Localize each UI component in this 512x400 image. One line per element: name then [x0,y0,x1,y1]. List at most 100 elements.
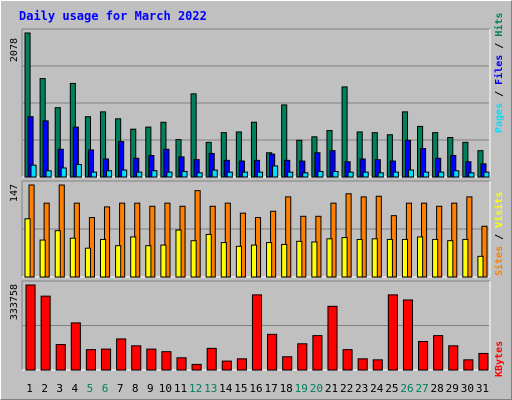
bar-pages-day-24 [377,172,384,178]
bar-pages-day-30 [468,172,475,178]
bar-kbytes-day-17 [267,333,278,371]
bar-sites-day-10 [160,244,167,278]
bar-kbytes-day-14 [221,360,232,371]
bar-sites-day-27 [417,236,424,278]
bar-visits-day-22 [345,193,352,278]
bar-kbytes-day-18 [282,356,293,371]
bar-pages-day-23 [362,171,369,178]
bar-pages-day-19 [302,172,309,178]
bar-visits-day-23 [360,196,367,278]
bar-kbytes-day-16 [251,294,263,371]
bar-sites-day-16 [250,244,258,278]
scale-label-kbytes: 333758 [9,284,20,320]
legend-hits: Pages / Files / Hits [493,13,505,133]
day-label-7: 7 [117,382,124,395]
bar-kbytes-day-1 [25,284,36,371]
bar-pages-day-26 [407,169,415,178]
day-label-2: 2 [41,382,48,395]
bar-visits-day-14 [224,202,231,278]
legend-separator: / [494,228,505,246]
bar-kbytes-day-12 [191,363,202,371]
day-label-16: 16 [249,382,262,395]
bar-pages-day-21 [332,170,339,178]
day-label-24: 24 [370,382,384,395]
bar-sites-day-19 [296,240,303,278]
bar-pages-day-22 [347,171,354,178]
bar-kbytes-day-23 [357,358,368,371]
legend-item-files: Files [493,55,505,85]
day-label-27: 27 [415,382,428,395]
chart-title: Daily usage for March 2022 [19,9,207,23]
bar-kbytes-day-3 [55,344,66,371]
bar-files-day-2 [42,120,49,178]
bar-kbytes-day-2 [40,295,51,371]
legend-item-visits: Visits [493,192,505,228]
bar-kbytes-day-15 [236,358,247,371]
bar-pages-day-14 [226,171,233,178]
bar-sites-day-24 [371,238,378,278]
day-label-23: 23 [355,382,368,395]
bar-visits-day-9 [149,205,156,278]
bar-sites-day-3 [54,230,61,278]
bar-pages-day-3 [60,167,67,178]
bar-visits-day-18 [285,196,292,278]
bar-kbytes-day-4 [70,322,81,371]
day-label-17: 17 [264,382,277,395]
day-label-31: 31 [476,382,489,395]
bar-kbytes-day-20 [312,335,323,371]
bar-visits-day-29 [451,202,458,278]
bar-visits-day-30 [466,196,473,278]
legend-item-sites: Sites [493,246,505,276]
bar-visits-day-7 [119,202,126,278]
bar-sites-day-11 [175,229,182,278]
bar-kbytes-day-22 [342,349,353,371]
bar-visits-day-5 [88,217,95,278]
bar-sites-day-13 [205,233,212,278]
bar-visits-day-12 [194,190,201,278]
bar-kbytes-day-30 [463,359,474,371]
day-label-5: 5 [87,382,94,395]
day-label-11: 11 [174,382,187,395]
bar-pages-day-5 [90,171,97,178]
day-label-26: 26 [400,382,413,395]
bar-pages-day-25 [392,171,399,178]
bar-sites-day-14 [220,242,227,278]
day-label-12: 12 [189,382,202,395]
bar-sites-day-31 [477,255,484,278]
bar-pages-day-10 [166,171,173,178]
bar-sites-day-26 [401,238,409,278]
bar-kbytes-day-5 [85,349,96,371]
bar-kbytes-day-25 [387,294,398,371]
bar-kbytes-day-29 [448,345,459,371]
bar-kbytes-day-26 [402,299,414,371]
bar-sites-day-5 [84,247,91,278]
bar-sites-day-17 [266,242,273,278]
bar-sites-day-1 [24,218,31,278]
bar-pages-day-31 [483,171,490,178]
bar-pages-day-13 [211,169,218,178]
bar-pages-day-20 [317,170,324,178]
bar-pages-day-12 [196,172,203,178]
bar-kbytes-day-27 [418,340,429,371]
bar-pages-day-27 [423,171,430,178]
bar-kbytes-day-9 [146,348,157,371]
scale-label-hits: 2078 [9,38,20,62]
bar-pages-day-15 [241,171,248,178]
day-label-13: 13 [204,382,217,395]
bar-kbytes-day-28 [433,335,444,371]
day-label-19: 19 [295,382,308,395]
day-label-4: 4 [72,382,79,395]
bar-pages-day-8 [136,171,143,178]
bar-sites-day-30 [462,238,469,278]
day-label-25: 25 [385,382,398,395]
bar-visits-day-10 [164,202,171,278]
bar-sites-day-23 [356,238,363,278]
bar-kbytes-day-31 [478,352,489,371]
day-label-9: 9 [147,382,154,395]
bar-sites-day-9 [145,245,152,278]
bar-kbytes-day-13 [206,347,217,371]
bar-pages-day-29 [453,170,460,178]
day-label-1: 1 [26,382,33,395]
bar-sites-day-2 [39,239,46,278]
bar-pages-day-4 [75,164,82,178]
